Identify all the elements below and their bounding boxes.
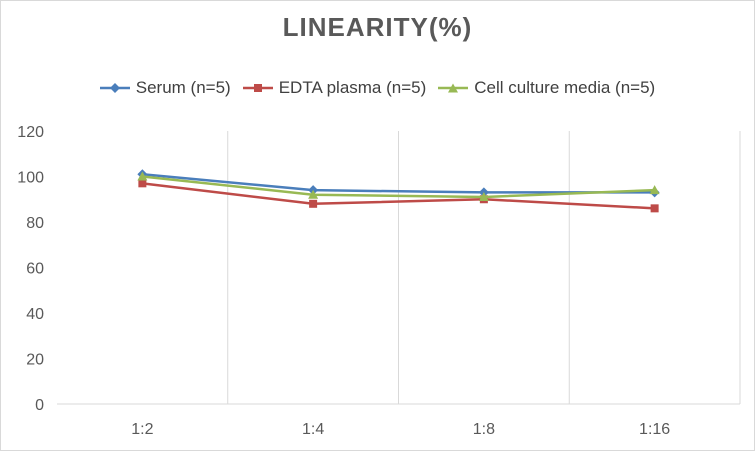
legend-item-edta-plasma: EDTA plasma (n=5) <box>242 78 427 98</box>
chart-legend: Serum (n=5) EDTA plasma (n=5) Cell cultu… <box>0 78 755 98</box>
y-tick-label: 40 <box>26 306 44 323</box>
legend-swatch-serum <box>99 83 130 93</box>
y-tick-label: 60 <box>26 261 44 278</box>
legend-label-edta-plasma: EDTA plasma (n=5) <box>278 78 427 97</box>
x-tick-label: 1:2 <box>131 421 153 438</box>
chart-title: LINEARITY(%) <box>282 12 473 42</box>
legend-item-cell-culture-media: Cell culture media (n=5) <box>438 78 655 98</box>
data-point <box>649 185 660 195</box>
y-tick-label: 0 <box>35 397 44 414</box>
series-line <box>142 175 655 199</box>
series-line <box>142 182 655 210</box>
legend-swatch-cell-culture-media <box>438 83 469 93</box>
y-tick-label: 20 <box>26 352 44 369</box>
y-tick-label: 80 <box>26 215 44 232</box>
x-tick-label: 1:8 <box>473 421 495 438</box>
legend-label-serum: Serum (n=5) <box>135 78 231 97</box>
data-point <box>309 199 318 208</box>
x-tick-label: 1:4 <box>302 421 324 438</box>
legend-label-cell-culture-media: Cell culture media (n=5) <box>474 78 656 97</box>
legend-item-serum: Serum (n=5) <box>99 78 231 98</box>
data-point <box>650 204 659 213</box>
y-tick-label: 100 <box>17 170 44 187</box>
data-point <box>138 179 147 188</box>
y-tick-label: 120 <box>17 124 44 141</box>
data-point <box>137 171 148 181</box>
data-point <box>478 191 489 201</box>
x-tick-label: 1:16 <box>639 421 670 438</box>
data-point <box>308 189 319 199</box>
legend-swatch-edta-plasma <box>242 84 273 92</box>
